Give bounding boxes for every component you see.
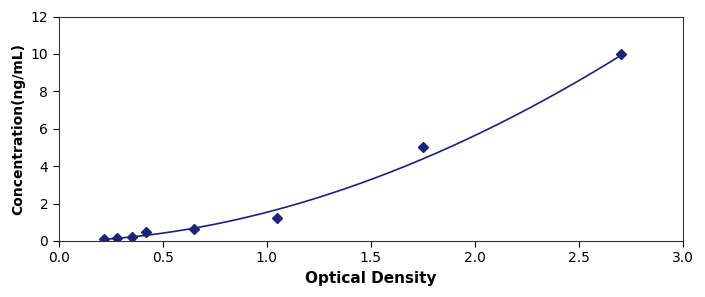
Y-axis label: Concentration(ng/mL): Concentration(ng/mL) <box>11 43 25 215</box>
X-axis label: Optical Density: Optical Density <box>305 271 436 286</box>
